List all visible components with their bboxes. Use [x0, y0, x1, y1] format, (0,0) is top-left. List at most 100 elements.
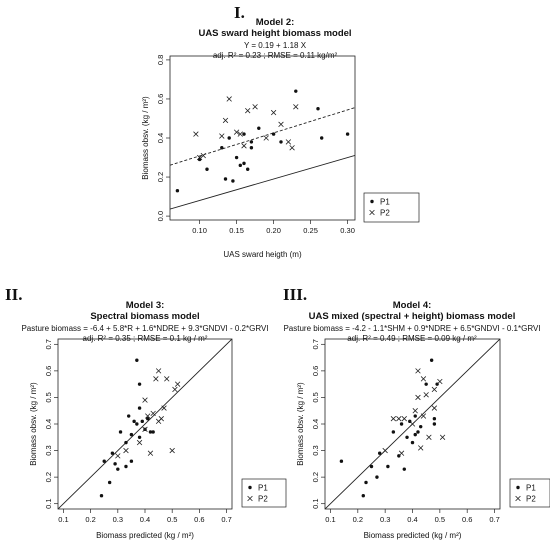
- point-p2: [252, 104, 258, 110]
- chart-title: Model 4:: [393, 300, 432, 311]
- point-p1: [391, 430, 396, 434]
- series-p2: [193, 96, 299, 161]
- point-p1: [429, 358, 434, 362]
- point-p1: [416, 430, 420, 434]
- reference-line: [170, 154, 355, 210]
- y-tick-label: 0.0: [156, 211, 165, 221]
- point-p1: [175, 189, 180, 193]
- point-p2: [193, 131, 199, 137]
- point-p2: [415, 368, 421, 374]
- point-p1: [137, 382, 142, 386]
- point-p2: [169, 447, 175, 454]
- point-p1: [432, 416, 437, 421]
- point-p2: [420, 376, 427, 382]
- point-p1: [386, 464, 390, 469]
- panel-roman-numeral: II.: [5, 285, 22, 304]
- point-p1: [316, 107, 320, 111]
- point-p2: [382, 447, 388, 454]
- y-tick-label: 0.1: [311, 498, 320, 508]
- point-p2: [401, 416, 407, 422]
- series-p2: [382, 368, 446, 456]
- point-p2: [136, 439, 143, 446]
- model-statistics: adj. R² = 0.35 ; RMSE = 0.1 kg / m²: [83, 334, 208, 343]
- point-p2: [431, 386, 438, 393]
- series-p1: [175, 89, 350, 193]
- chart-title: Model 2:: [256, 17, 295, 28]
- y-tick-label: 0.3: [44, 445, 53, 455]
- point-p2: [390, 416, 397, 422]
- point-p1: [249, 140, 254, 144]
- point-p2: [219, 133, 225, 139]
- point-p1: [234, 155, 239, 160]
- panel-roman-numeral: III.: [283, 285, 307, 304]
- y-tick-label: 0.2: [156, 172, 165, 182]
- x-tick-label: 0.5: [435, 515, 445, 524]
- point-p2: [153, 376, 159, 382]
- point-p2: [418, 445, 424, 451]
- point-p2: [412, 408, 418, 414]
- x-tick-label: 0.1: [58, 515, 68, 524]
- point-p2: [409, 421, 416, 427]
- point-p1: [361, 494, 365, 498]
- point-p2: [150, 410, 156, 417]
- point-p2: [226, 96, 232, 102]
- x-tick-label: 0.4: [140, 515, 150, 524]
- point-p2: [155, 368, 162, 374]
- panel-2: II. Model 3:Spectral biomass model Pasture…: [5, 285, 287, 540]
- y-tick-label: 0.6: [311, 366, 320, 376]
- legend-marker-p1: [516, 485, 520, 490]
- regression-lines: [58, 339, 232, 509]
- x-tick-label: 0.4: [407, 515, 417, 524]
- legend-marker-p1: [248, 485, 252, 490]
- legend-marker-p2: [515, 495, 521, 502]
- point-p2: [426, 434, 432, 440]
- point-p1: [405, 435, 409, 439]
- x-tick-label: 0.5: [167, 515, 177, 524]
- y-tick-label: 0.8: [156, 55, 165, 65]
- legend-box: [241, 478, 287, 508]
- point-p2: [196, 154, 203, 161]
- point-p1: [146, 416, 150, 421]
- point-p2: [115, 453, 121, 459]
- x-axis-label: Biomass predicted (kg / m²): [96, 531, 194, 540]
- point-p1: [257, 126, 261, 130]
- x-tick-label: 0.7: [221, 515, 231, 524]
- point-p2: [420, 413, 427, 419]
- chart-subtitle: UAS mixed (spectral + height) biomass mo…: [309, 311, 516, 322]
- x-tick-label: 0.10: [192, 226, 207, 235]
- chart-subtitle: UAS sward height biomass model: [198, 28, 351, 39]
- y-tick-label: 0.4: [44, 419, 53, 429]
- point-p1: [99, 494, 104, 498]
- point-p2: [439, 434, 446, 440]
- point-p1: [419, 424, 423, 429]
- point-p1: [399, 422, 404, 426]
- point-p1: [113, 462, 117, 466]
- y-tick-label: 0.4: [156, 133, 165, 143]
- point-p1: [107, 480, 112, 485]
- point-p1: [126, 414, 131, 418]
- point-p2: [415, 394, 421, 401]
- point-p1: [137, 406, 142, 410]
- point-p1: [140, 419, 144, 424]
- point-p1: [129, 432, 134, 437]
- x-tick-label: 0.7: [489, 515, 499, 524]
- point-p1: [249, 146, 254, 150]
- model-statistics: adj. R² = 0.23 ; RMSE = 0.11 kg/m²: [213, 51, 338, 60]
- point-p2: [289, 145, 295, 151]
- point-p2: [174, 381, 181, 387]
- point-p2: [123, 447, 129, 454]
- y-axis-label: Biomass obsv. (kg / m²): [296, 382, 305, 466]
- point-p2: [241, 143, 247, 149]
- chart-title: Model 3:: [126, 300, 165, 311]
- point-p1: [148, 430, 153, 434]
- plot-frame: [169, 55, 356, 221]
- point-p2: [158, 416, 164, 422]
- model-equation: Y = 0.19 + 1.18 X: [244, 41, 307, 50]
- point-p2: [263, 135, 269, 141]
- panel-3: III. Model 4:UAS mixed (spectral + height…: [283, 285, 550, 540]
- point-p1: [242, 132, 246, 136]
